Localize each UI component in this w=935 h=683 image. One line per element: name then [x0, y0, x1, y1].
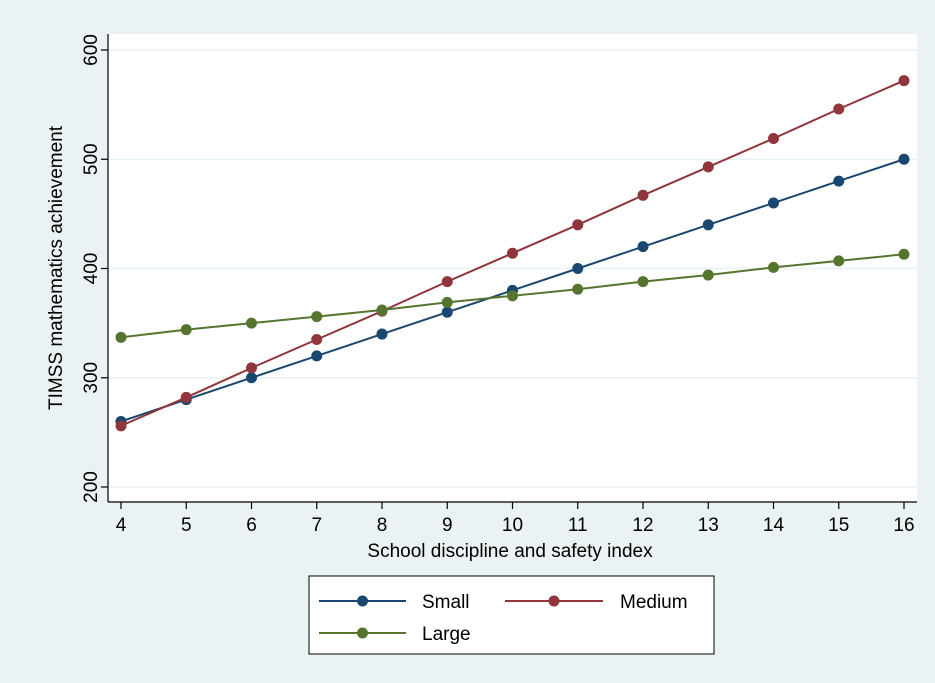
data-point-small [833, 175, 845, 187]
legend-marker-large [357, 627, 368, 639]
data-point-small [702, 219, 714, 231]
data-point-large [702, 269, 714, 281]
x-tick-label: 13 [698, 515, 719, 536]
y-tick-label: 500 [81, 143, 102, 175]
data-point-large [507, 290, 518, 302]
legend-box [308, 575, 715, 655]
y-tick-label: 600 [81, 34, 102, 66]
legend-marker-medium [548, 595, 560, 607]
data-point-large [180, 324, 192, 336]
data-point-large [441, 296, 453, 308]
data-point-medium [637, 189, 649, 201]
legend-marker-small [357, 595, 368, 607]
data-point-medium [833, 103, 845, 115]
data-point-small [637, 241, 649, 253]
data-point-medium [246, 362, 257, 374]
x-tick-label: 10 [502, 515, 523, 536]
y-tick-label: 300 [81, 362, 102, 394]
x-tick-label: 14 [763, 515, 785, 536]
data-point-medium [311, 334, 323, 346]
data-point-small [572, 263, 584, 274]
x-tick-label: 8 [377, 515, 388, 536]
gridlines [108, 49, 917, 488]
data-point-medium [180, 391, 192, 403]
series-layer [115, 75, 910, 432]
data-point-medium [507, 247, 518, 259]
data-point-large [768, 261, 779, 273]
data-point-medium [115, 420, 127, 432]
legend-item-large: Large [319, 624, 471, 645]
data-point-small [311, 350, 323, 362]
legend-label-medium: Medium [620, 592, 688, 613]
data-point-large [311, 311, 323, 323]
data-point-medium [702, 161, 714, 173]
legend-label-small: Small [422, 592, 470, 613]
legend-label-large: Large [422, 624, 471, 645]
x-axis-label: School discipline and safety index [367, 541, 653, 562]
legend: Small Medium Large [308, 575, 715, 655]
data-point-small [376, 328, 388, 340]
data-point-medium [441, 276, 453, 288]
x-tick-label: 15 [828, 515, 849, 536]
data-point-large [898, 248, 910, 260]
y-axis-label: TIMSS mathematics achievement [46, 125, 67, 410]
legend-item-small: Small [319, 592, 470, 613]
data-point-large [246, 317, 257, 329]
data-point-medium [572, 219, 584, 231]
data-point-large [376, 304, 388, 316]
data-point-large [637, 276, 649, 288]
data-point-large [115, 331, 127, 343]
y-tick-label: 400 [81, 253, 102, 285]
x-tick-label: 9 [442, 515, 453, 536]
data-point-large [572, 283, 584, 295]
x-tick-label: 6 [246, 515, 257, 536]
data-point-small [768, 197, 779, 209]
y-ticks: 200 300 400 500 600 [81, 34, 108, 503]
x-tick-label: 4 [116, 515, 127, 536]
data-point-medium [898, 75, 910, 87]
x-tick-label: 16 [893, 515, 914, 536]
data-point-small [898, 153, 910, 165]
data-point-small [246, 372, 257, 384]
x-tick-label: 7 [311, 515, 322, 536]
series-large [115, 248, 910, 343]
x-tick-label: 5 [181, 515, 192, 536]
x-tick-label: 11 [568, 515, 588, 536]
x-ticks: 4 5 6 7 8 9 10 11 12 13 14 15 16 [116, 502, 915, 536]
y-tick-label: 200 [81, 471, 102, 503]
x-tick-label: 12 [632, 515, 653, 536]
data-point-medium [768, 132, 779, 144]
data-point-large [833, 255, 845, 267]
legend-item-medium: Medium [505, 592, 688, 613]
data-point-small [441, 306, 453, 318]
